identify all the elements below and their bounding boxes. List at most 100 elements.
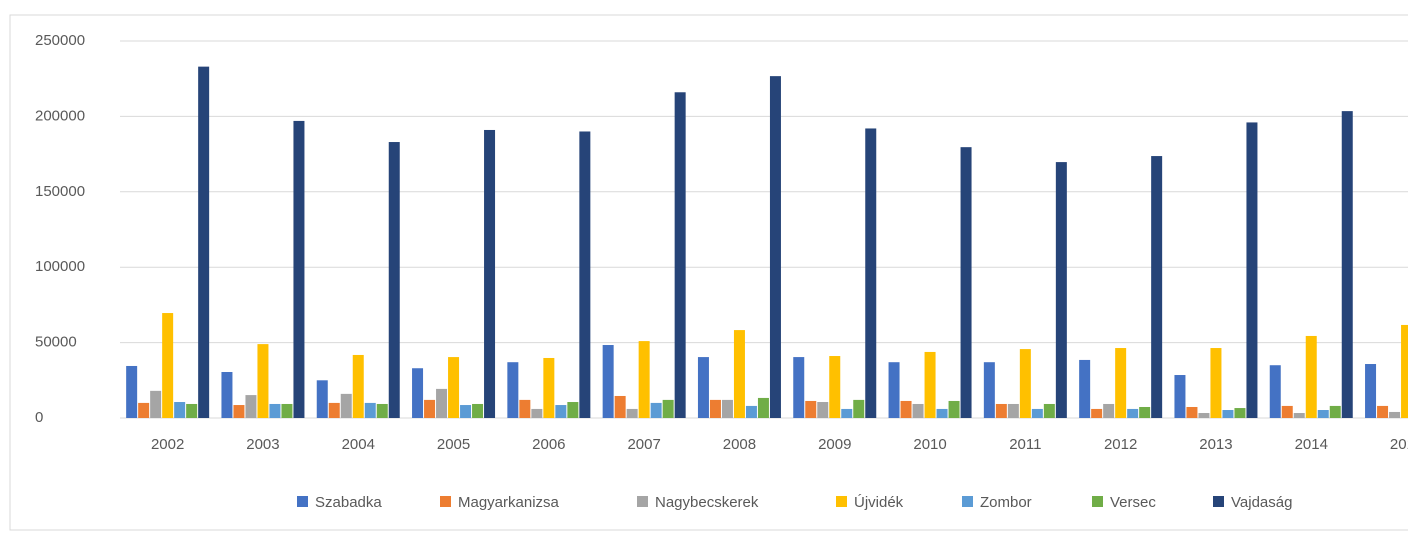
bar [281, 403, 293, 418]
bar [960, 147, 972, 418]
bar [555, 405, 567, 418]
bar [436, 388, 448, 418]
bar [567, 402, 579, 418]
bar [817, 402, 829, 418]
bar [1174, 375, 1186, 418]
bar [793, 357, 805, 418]
bar [829, 356, 841, 418]
x-tick-label: 2006 [532, 436, 565, 453]
y-tick-label: 50000 [35, 334, 77, 351]
bar [1115, 348, 1127, 418]
bar [543, 357, 555, 418]
bar [507, 362, 519, 418]
x-tick-label: 2013 [1199, 436, 1232, 453]
bar [888, 362, 900, 418]
bar [697, 357, 709, 418]
bar [519, 399, 531, 418]
bar [1151, 156, 1163, 418]
legend-swatch [1213, 496, 1224, 507]
legend-swatch [836, 496, 847, 507]
legend-label: Magyarkanizsa [458, 494, 560, 511]
x-tick-label: 2012 [1104, 436, 1137, 453]
bar [1222, 410, 1234, 418]
legend-label: Szabadka [315, 494, 382, 511]
y-tick-label: 0 [35, 409, 43, 426]
bar [709, 399, 721, 418]
x-tick-label: 2009 [818, 436, 851, 453]
bar [995, 403, 1007, 418]
bar [186, 403, 198, 418]
x-tick-label: 2005 [437, 436, 470, 453]
bar [602, 345, 614, 418]
x-tick-label: 2011 [1009, 436, 1041, 453]
bar [316, 380, 328, 418]
bar [1365, 364, 1377, 418]
bar [579, 131, 591, 419]
bar [412, 368, 424, 418]
y-tick-label: 200000 [35, 107, 85, 124]
bar [1007, 403, 1019, 418]
bar [424, 399, 436, 418]
bar [721, 399, 733, 418]
bar [484, 129, 496, 419]
bar [1079, 359, 1091, 418]
bar [983, 362, 995, 418]
bar [328, 402, 340, 418]
bar [1091, 408, 1103, 418]
bar [662, 399, 674, 418]
y-tick-label: 250000 [35, 32, 85, 49]
bar [221, 372, 233, 418]
bar [900, 400, 912, 418]
bar [1019, 349, 1031, 418]
bar [1246, 122, 1258, 418]
bar [1139, 406, 1151, 418]
bar [257, 344, 269, 418]
legend-label: Nagybecskerek [655, 494, 759, 511]
bar [1269, 365, 1281, 418]
bar [352, 354, 364, 418]
bar [1329, 405, 1341, 418]
bar [841, 408, 853, 418]
bar [1317, 410, 1329, 418]
x-tick-label: 2007 [627, 436, 660, 453]
bar [948, 400, 960, 418]
bar [745, 405, 757, 418]
legend-swatch [440, 496, 451, 507]
bar [138, 402, 150, 418]
x-tick-label: 2010 [913, 436, 946, 453]
bar [1389, 411, 1401, 418]
bar [1103, 403, 1115, 418]
bar [1401, 324, 1408, 418]
bar [757, 397, 769, 418]
bar [1055, 162, 1067, 418]
bar [638, 341, 650, 418]
bar [674, 92, 686, 418]
x-tick-label: 2015 [1390, 436, 1408, 453]
legend-label: Vajdaság [1231, 494, 1292, 511]
x-tick-label: 2003 [246, 436, 279, 453]
bar [924, 351, 936, 418]
bar [340, 393, 352, 418]
bar [472, 403, 484, 418]
bar [626, 408, 638, 418]
bar [936, 408, 948, 418]
bar [376, 403, 388, 418]
y-tick-label: 150000 [35, 183, 85, 200]
bar [769, 76, 781, 418]
bar [293, 120, 305, 418]
bar [1186, 406, 1198, 418]
bar [269, 403, 281, 418]
bar [1305, 335, 1317, 418]
legend-label: Újvidék [854, 494, 904, 511]
bar [162, 313, 174, 418]
bar [1031, 408, 1043, 418]
bar [448, 357, 460, 418]
bar [733, 330, 745, 418]
bar [805, 400, 817, 418]
x-tick-label: 2002 [151, 436, 184, 453]
legend-label: Versec [1110, 494, 1156, 511]
bar [1127, 408, 1139, 418]
bar [1377, 405, 1389, 418]
legend-swatch [962, 496, 973, 507]
